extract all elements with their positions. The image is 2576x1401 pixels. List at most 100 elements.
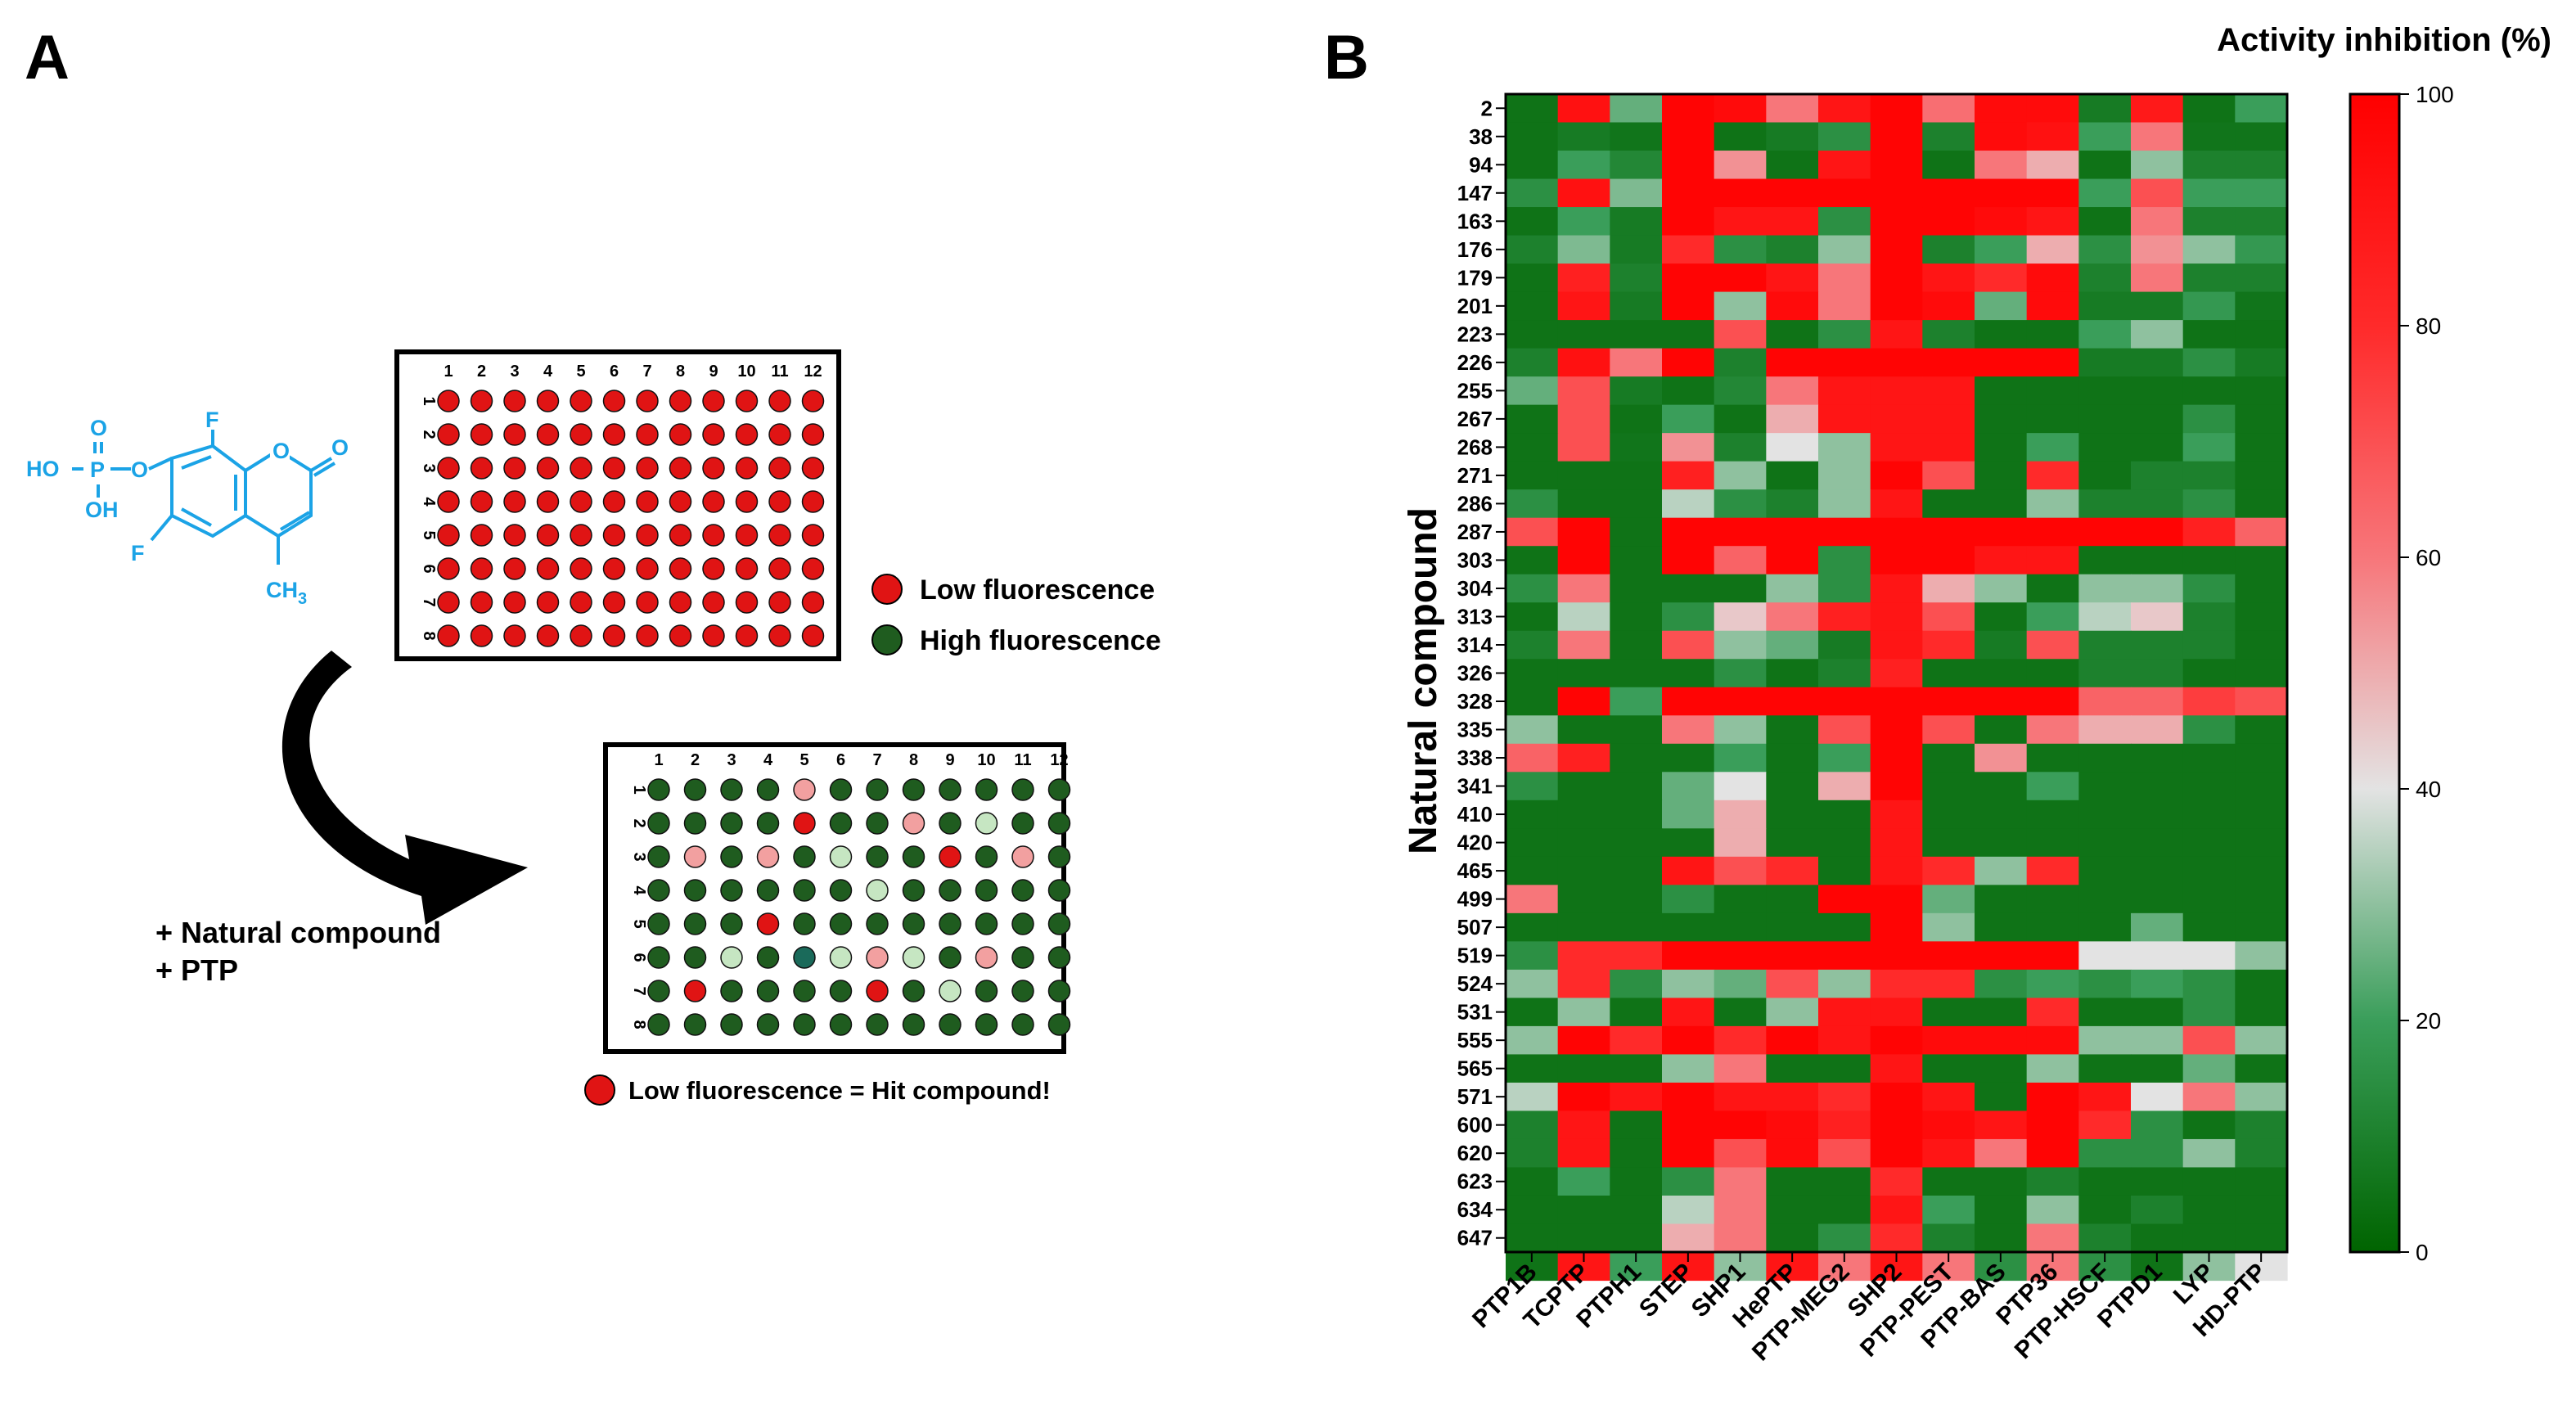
heatmap-cell [1922,828,1975,858]
heatmap-cell [2182,235,2236,264]
heatmap-cell [2182,546,2236,575]
plate-after-well [1047,879,1071,902]
heatmap-cell [1506,433,1559,462]
heatmap-cell [1818,800,1871,829]
heatmap-cell [2078,941,2132,971]
heatmap-cell [1662,264,1715,293]
heatmap-cell [2026,828,2079,858]
row-label: 620 [1457,1141,1493,1165]
heatmap-cell [1922,885,1975,914]
heatmap-cell [1714,941,1767,971]
heatmap-cell [2078,828,2132,858]
plate-before-well [602,390,626,412]
heatmap-cell [1870,178,1923,208]
heatmap-cell [2182,828,2236,858]
plate-after-well [1011,980,1034,1002]
heatmap-cell [1922,433,1975,462]
heatmap-cell [1975,546,2028,575]
heatmap-cell [1818,574,1871,603]
heatmap-cell [2182,94,2236,124]
colorbar [2349,92,2401,1254]
heatmap-cell [1870,856,1923,885]
heatmap-cell [2235,291,2288,321]
panel-a-label: A [25,23,70,92]
heatmap-cell [1766,1195,1819,1225]
plate-after-col-label: 11 [1014,751,1031,769]
heatmap-cell [1975,348,2028,377]
heatmap-cell [1922,404,1975,434]
heatmap-cell [1818,291,1871,321]
plate-before-well [503,457,526,480]
heatmap-cell [1870,1110,1923,1140]
heatmap-cell [2235,546,2288,575]
heatmap-cell [1766,264,1819,293]
row-label: 507 [1457,915,1493,939]
plate-after-well [756,912,780,935]
heatmap-cell [1766,772,1819,801]
plate-before-well [669,490,692,513]
heatmap-cell [1870,630,1923,660]
heatmap-cell [1610,998,1663,1027]
plate-before-well [570,457,592,480]
plate-after-well [866,879,889,902]
plate-before-well [636,457,659,480]
heatmap-cell [1870,998,1923,1027]
heatmap-cell [1662,404,1715,434]
heatmap-cell [1610,912,1663,942]
plate-after-well [1011,845,1034,868]
heatmap-cell [1922,1167,1975,1196]
plate-after-well [866,946,889,969]
row-label: 286 [1457,491,1493,516]
heatmap-cell [1922,151,1975,180]
heatmap-cell [1766,517,1819,547]
plate-after-well [1011,879,1034,902]
heatmap-cell [2026,772,2079,801]
heatmap-cell [1975,969,2028,998]
heatmap-cell [2078,687,2132,716]
heatmap-cell [1506,461,1559,490]
plate-after-col-label: 6 [836,751,845,769]
bond-carbonyl-2 [313,462,336,477]
heatmap-cell [2235,856,2288,885]
plate-after-well [866,812,889,835]
plate-before-well [702,390,725,412]
heatmap-cell [1870,207,1923,237]
heatmap-cell [1557,602,1610,632]
plate-before-well [570,591,592,614]
heatmap-cell [2131,517,2184,547]
heatmap-cell [2182,912,2236,942]
heatmap-cell [2131,461,2184,490]
heatmap-cell [2078,235,2132,264]
plate-after-well [1047,845,1071,868]
plate-after-well [720,778,743,801]
plate-after-well [939,845,961,868]
heatmap-cell [1506,320,1559,349]
heatmap-cell [2026,404,2079,434]
heatmap-cell [1610,885,1663,914]
row-label: 179 [1457,265,1493,290]
heatmap-cell [2078,178,2132,208]
heatmap-cell [1610,659,1663,688]
heatmap-cell [2131,320,2184,349]
heatmap-cell [1662,433,1715,462]
plate-after-well [975,845,998,868]
heatmap-cell [1922,969,1975,998]
heatmap-cell [1975,320,2028,349]
heatmap-cell [1766,630,1819,660]
heatmap-cell [1662,517,1715,547]
plate-after-row-label: 1 [630,785,648,794]
plate-before-col-label: 7 [642,363,651,381]
row-label: 328 [1457,689,1493,714]
heatmap-cell [2078,1110,2132,1140]
plate-before-well [536,490,560,513]
heatmap-cell [1610,941,1663,971]
plate-before-well [669,390,692,412]
heatmap-cell [1870,1223,1923,1253]
heatmap-cell [1662,800,1715,829]
plate-after-well [683,845,707,868]
heatmap-cell [2131,828,2184,858]
heatmap-cell [1922,461,1975,490]
heatmap-row-labels: 2 38 94 147 163 176 179 201 223 226 255 267 268 271 28… [1457,96,1506,1250]
plate-before-row-label: 1 [420,396,438,405]
heatmap-cell [1557,1110,1610,1140]
